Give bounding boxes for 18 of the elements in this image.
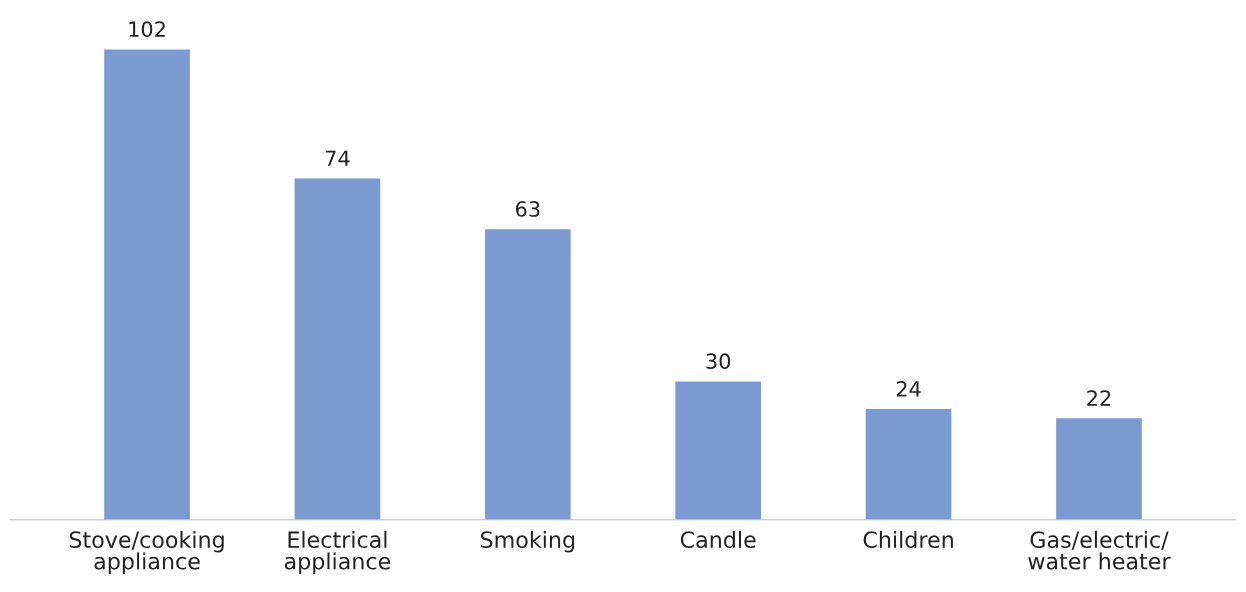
data-label: 30 xyxy=(706,353,731,370)
x-tick-label: Electrical appliance xyxy=(284,530,391,574)
x-tick-label: Stove/cooking appliance xyxy=(69,530,224,574)
data-label: 24 xyxy=(896,380,921,397)
data-label: 74 xyxy=(325,150,350,166)
x-tick-label: Gas/electric/ water heater xyxy=(1028,530,1171,570)
data-label: 102 xyxy=(129,21,165,38)
bar xyxy=(104,49,190,520)
bar xyxy=(865,409,952,520)
x-tick-label: Candle xyxy=(680,530,756,549)
x-tick-label: Smoking xyxy=(480,530,575,553)
x-tick-label: Children xyxy=(863,530,953,549)
bar xyxy=(294,178,381,520)
bar xyxy=(484,229,571,520)
data-label: 22 xyxy=(1087,390,1111,406)
data-label: 63 xyxy=(516,201,540,217)
bar xyxy=(675,381,762,520)
bar xyxy=(1056,418,1142,520)
